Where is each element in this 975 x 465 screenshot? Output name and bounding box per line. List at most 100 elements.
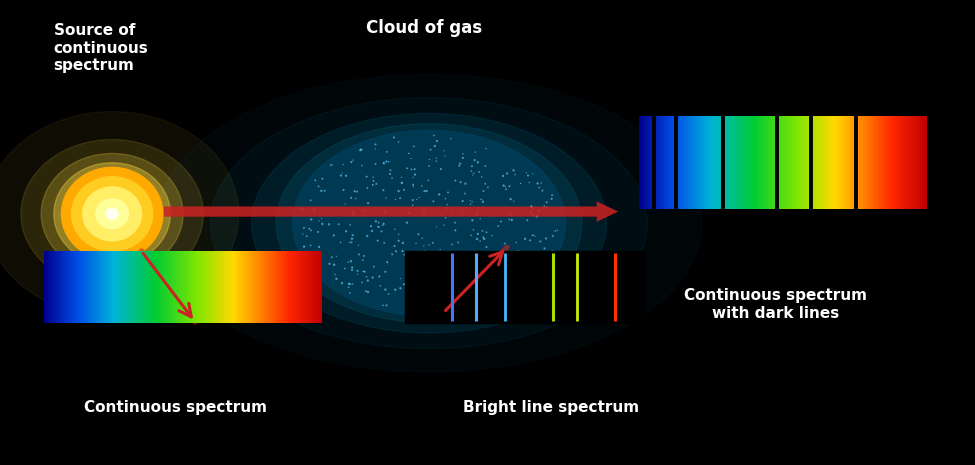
Bar (925, 116, 926, 209)
Bar (61, 251, 62, 323)
Bar (776, 116, 777, 209)
Bar (106, 251, 107, 323)
Bar (285, 251, 286, 323)
Bar (50, 251, 51, 323)
Point (525, 232, 540, 239)
Bar (114, 251, 116, 323)
Point (479, 249, 494, 256)
Point (550, 227, 566, 234)
Point (474, 173, 489, 181)
Point (345, 232, 361, 239)
Bar (77, 251, 79, 323)
Bar (736, 116, 738, 209)
Bar (117, 251, 119, 323)
Point (409, 239, 424, 247)
Bar (744, 116, 746, 209)
Bar (217, 251, 218, 323)
Point (425, 198, 441, 205)
Bar (809, 116, 811, 209)
Point (406, 254, 421, 262)
Point (424, 268, 440, 276)
Bar (738, 116, 740, 209)
Point (355, 207, 370, 215)
Point (425, 239, 441, 246)
Point (461, 272, 477, 279)
Point (448, 226, 463, 234)
Bar (101, 251, 102, 323)
Bar (831, 116, 832, 209)
Bar (690, 116, 692, 209)
Point (394, 179, 410, 186)
Point (378, 194, 394, 202)
Point (532, 238, 548, 245)
Bar (890, 116, 891, 209)
Point (534, 187, 550, 194)
Point (544, 192, 560, 199)
Bar (169, 251, 171, 323)
Point (529, 212, 545, 219)
Point (387, 286, 403, 293)
Point (378, 158, 394, 165)
Bar (788, 116, 790, 209)
Point (480, 184, 495, 191)
Bar (812, 116, 813, 209)
Bar (734, 116, 736, 209)
Point (370, 219, 386, 226)
Bar (307, 251, 308, 323)
Bar (899, 116, 901, 209)
Bar (673, 116, 675, 209)
Point (464, 163, 480, 170)
Point (439, 259, 454, 267)
Point (474, 196, 489, 203)
Bar (160, 251, 161, 323)
Point (497, 270, 513, 277)
Bar (56, 251, 58, 323)
Point (411, 194, 427, 201)
Bar (173, 251, 174, 323)
Bar (847, 116, 849, 209)
Point (360, 232, 375, 239)
Bar (889, 116, 890, 209)
Bar (238, 251, 240, 323)
Point (455, 259, 471, 266)
Point (493, 218, 509, 225)
Point (525, 212, 540, 219)
Point (344, 239, 360, 246)
Bar (136, 251, 137, 323)
Bar (122, 251, 123, 323)
Bar (295, 251, 297, 323)
Bar (703, 116, 704, 209)
Point (445, 257, 460, 264)
Point (338, 172, 354, 179)
Point (360, 185, 375, 192)
Bar (870, 116, 871, 209)
Point (337, 200, 353, 208)
Point (354, 146, 370, 153)
Bar (157, 251, 158, 323)
Bar (202, 251, 204, 323)
Bar (280, 251, 282, 323)
Bar (891, 116, 892, 209)
Point (468, 211, 484, 219)
Point (436, 147, 451, 154)
Bar (313, 251, 315, 323)
Point (447, 258, 462, 266)
Bar (642, 116, 643, 209)
Point (401, 150, 416, 157)
Point (463, 267, 479, 275)
Bar (128, 251, 130, 323)
Point (379, 259, 395, 266)
Point (472, 215, 488, 222)
Bar (885, 116, 886, 209)
Bar (709, 116, 710, 209)
Point (492, 252, 508, 260)
Bar (201, 251, 202, 323)
Bar (286, 251, 287, 323)
Bar (797, 116, 799, 209)
Point (421, 156, 437, 163)
Point (411, 266, 427, 274)
Point (427, 142, 443, 150)
Point (431, 191, 447, 198)
Bar (54, 251, 56, 323)
Point (394, 179, 410, 187)
